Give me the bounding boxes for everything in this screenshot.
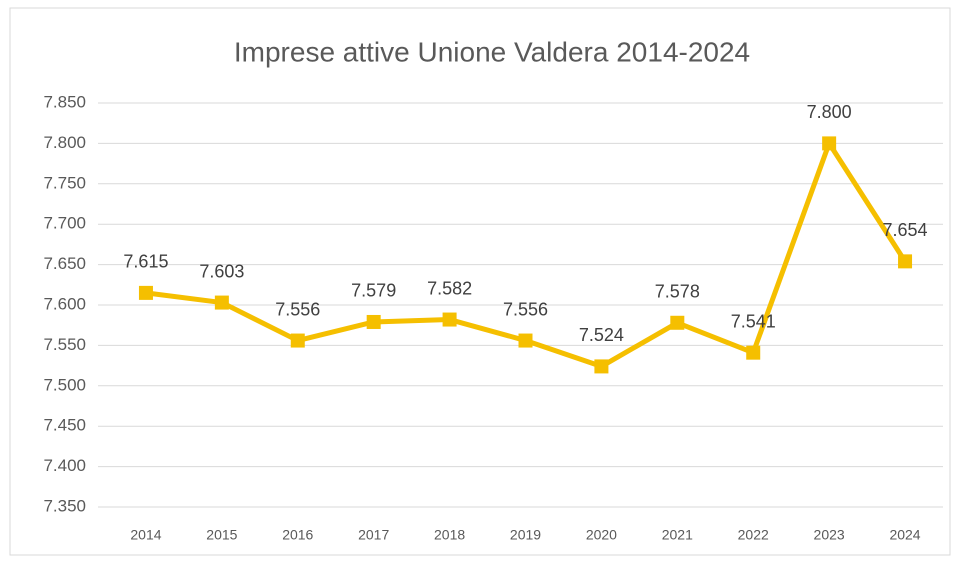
- marker: [442, 312, 457, 327]
- data-label: 7.654: [883, 220, 928, 240]
- data-label: 7.579: [351, 281, 396, 301]
- data-label: 7.556: [503, 299, 548, 319]
- x-tick-label: 2021: [662, 527, 693, 543]
- y-tick-label: 7.500: [43, 375, 86, 394]
- marker: [290, 333, 305, 348]
- y-tick-label: 7.550: [43, 335, 86, 354]
- x-tick-label: 2017: [358, 527, 389, 543]
- x-tick-label: 2023: [814, 527, 845, 543]
- data-label: 7.524: [579, 325, 624, 345]
- data-label: 7.603: [199, 261, 244, 281]
- x-tick-label: 2024: [889, 527, 920, 543]
- x-tick-label: 2014: [130, 527, 161, 543]
- x-tick-label: 2022: [738, 527, 769, 543]
- chart-border: [9, 7, 951, 556]
- y-tick-label: 7.800: [43, 133, 86, 152]
- y-tick-label: 7.350: [43, 496, 86, 515]
- marker: [670, 315, 685, 330]
- marker: [746, 345, 761, 360]
- marker: [138, 285, 153, 300]
- y-tick-label: 7.850: [43, 92, 86, 111]
- marker: [822, 136, 837, 151]
- x-tick-label: 2018: [434, 527, 465, 543]
- y-tick-label: 7.700: [43, 214, 86, 233]
- marker: [518, 333, 533, 348]
- x-tick-label: 2020: [586, 527, 617, 543]
- chart-title: Imprese attive Unione Valdera 2014-2024: [234, 36, 750, 67]
- data-label: 7.615: [123, 252, 168, 272]
- data-label: 7.541: [731, 311, 776, 331]
- marker: [366, 314, 381, 329]
- x-tick-label: 2015: [206, 527, 237, 543]
- y-tick-label: 7.450: [43, 416, 86, 435]
- y-tick-label: 7.400: [43, 456, 86, 475]
- marker: [898, 254, 913, 269]
- marker: [594, 359, 609, 374]
- x-tick-label: 2016: [282, 527, 313, 543]
- marker: [214, 295, 229, 310]
- y-tick-label: 7.650: [43, 254, 86, 273]
- data-label: 7.800: [807, 102, 852, 122]
- y-tick-label: 7.750: [43, 173, 86, 192]
- data-label: 7.578: [655, 282, 700, 302]
- data-label: 7.582: [427, 278, 472, 298]
- y-tick-label: 7.600: [43, 294, 86, 313]
- data-label: 7.556: [275, 299, 320, 319]
- x-tick-label: 2019: [510, 527, 541, 543]
